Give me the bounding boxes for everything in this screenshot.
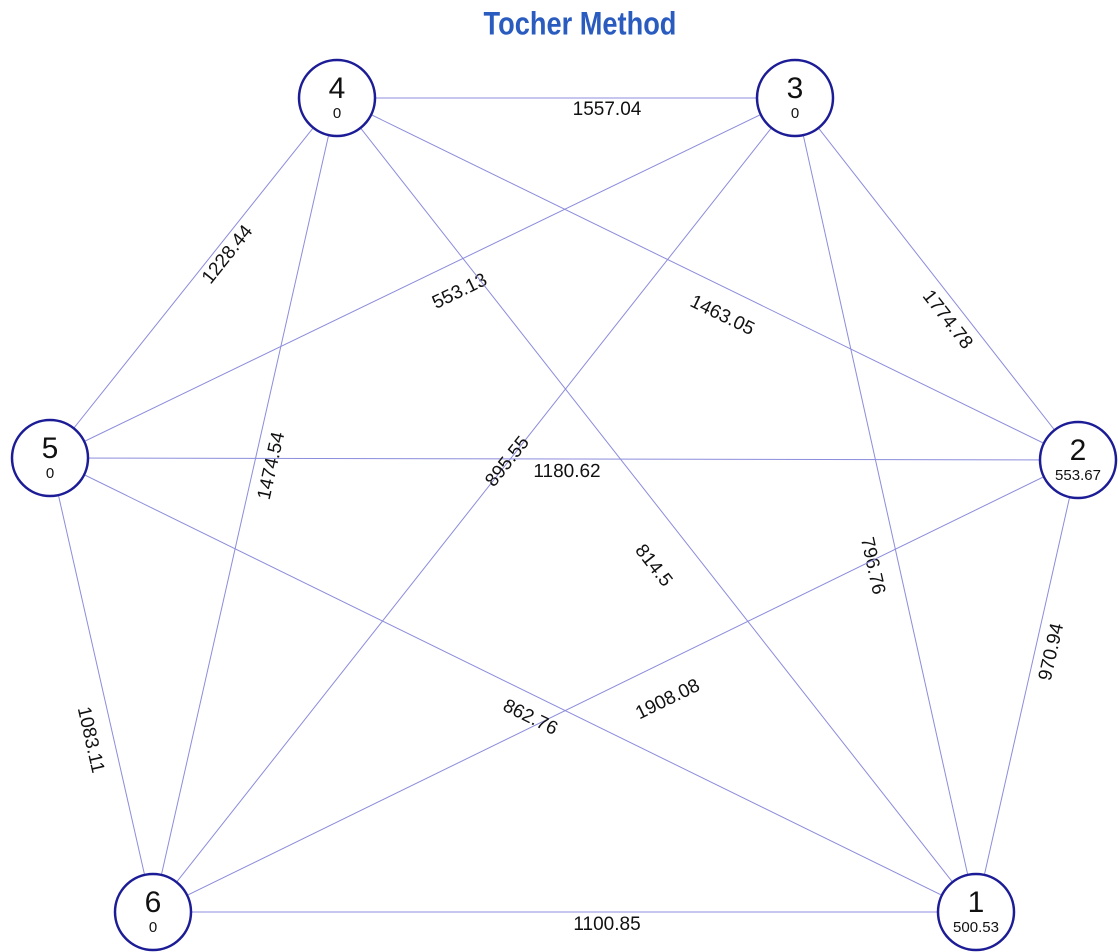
node-label: 4: [329, 72, 346, 105]
edge-label: 895.55: [481, 432, 534, 491]
node-label: 5: [42, 432, 59, 465]
node-label: 1: [968, 886, 985, 919]
edge-label: 814.5: [630, 541, 676, 591]
edge: [794, 97, 1079, 461]
edge-label: 1228.44: [198, 221, 258, 288]
node-value: 0: [46, 465, 54, 482]
edge: [152, 459, 1079, 913]
edge-label: 1100.85: [573, 914, 640, 935]
edge: [49, 97, 338, 459]
node-label: 3: [787, 72, 804, 105]
edge: [975, 459, 1079, 913]
edge: [336, 97, 977, 913]
node: [113, 872, 193, 952]
node: [936, 872, 1016, 952]
node: [10, 418, 90, 498]
edge-label: 553.13: [429, 269, 490, 313]
node: [297, 58, 377, 138]
node-label: 2: [1070, 434, 1087, 467]
node-value: 0: [333, 105, 341, 122]
node-value: 500.53: [953, 919, 999, 936]
node: [1038, 420, 1118, 500]
edge: [49, 457, 977, 913]
edge-label: 1180.62: [533, 461, 600, 482]
node-value: 0: [149, 919, 157, 936]
node-value: 553.67: [1055, 467, 1101, 484]
node-value: 0: [791, 105, 799, 122]
edge-label: 1083.11: [73, 705, 108, 775]
edge: [49, 457, 1079, 461]
edge: [49, 97, 796, 459]
edge-label: 1908.08: [632, 675, 703, 724]
title: Tocher Method: [484, 6, 677, 42]
edge: [794, 97, 977, 913]
edge-label: 862.76: [499, 695, 560, 739]
node-label: 6: [145, 886, 162, 919]
edge: [336, 97, 1079, 461]
edge: [49, 457, 154, 913]
edge: [152, 97, 796, 913]
edge: [152, 97, 338, 913]
edge-label: 1557.04: [573, 99, 642, 120]
node: [755, 58, 835, 138]
